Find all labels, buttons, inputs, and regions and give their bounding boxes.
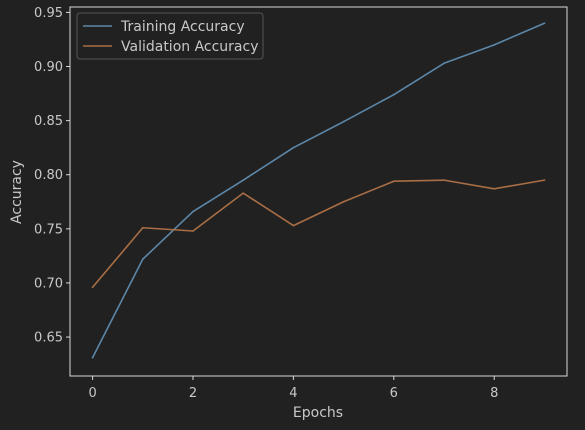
training-accuracy-point bbox=[493, 43, 496, 46]
training-accuracy-point bbox=[292, 146, 295, 149]
y-tick-label: 0.70 bbox=[34, 276, 63, 291]
training-accuracy-point bbox=[392, 93, 395, 96]
validation-accuracy-point bbox=[192, 230, 194, 232]
legend-box bbox=[76, 12, 264, 60]
validation-accuracy-point bbox=[392, 180, 395, 183]
y-tick-label: 0.95 bbox=[34, 6, 63, 21]
validation-accuracy-point bbox=[342, 200, 345, 203]
training-accuracy-point bbox=[242, 179, 245, 182]
validation-accuracy-point bbox=[242, 192, 245, 195]
training-accuracy-point bbox=[192, 210, 194, 213]
x-tick-label: 8 bbox=[490, 386, 498, 401]
x-tick-label: 0 bbox=[88, 386, 96, 401]
training-accuracy-point bbox=[141, 258, 144, 261]
legend: Training Accuracy Validation Accuracy bbox=[76, 12, 264, 60]
x-tick-label: 4 bbox=[289, 386, 297, 401]
training-accuracy-point bbox=[443, 62, 445, 65]
validation-accuracy-point bbox=[91, 286, 94, 289]
validation-accuracy-point bbox=[543, 179, 546, 182]
validation-accuracy-point bbox=[443, 179, 445, 182]
training-accuracy-point bbox=[91, 356, 94, 359]
validation-accuracy-legend-label: Validation Accuracy bbox=[121, 39, 259, 55]
validation-accuracy-point bbox=[292, 224, 295, 227]
x-axis-ticks: 0 2 4 6 8 bbox=[88, 376, 498, 401]
y-tick-label: 0.75 bbox=[34, 222, 63, 237]
data-points bbox=[91, 22, 546, 359]
validation-accuracy-point bbox=[493, 187, 496, 190]
x-tick-label: 2 bbox=[189, 386, 197, 401]
training-accuracy-point bbox=[342, 120, 345, 123]
plot-area bbox=[69, 6, 568, 377]
x-tick-label: 6 bbox=[390, 386, 398, 401]
training-accuracy-legend-label: Training Accuracy bbox=[120, 19, 245, 35]
y-tick-label: 0.90 bbox=[34, 60, 63, 75]
series-lines bbox=[91, 22, 545, 358]
y-tick-label: 0.65 bbox=[34, 331, 63, 346]
training-accuracy-line bbox=[91, 22, 545, 358]
y-tick-label: 0.80 bbox=[34, 168, 63, 183]
y-axis-label: Accuracy bbox=[9, 160, 25, 224]
validation-accuracy-line bbox=[91, 179, 545, 288]
validation-accuracy-point bbox=[141, 226, 144, 229]
training-accuracy-point bbox=[543, 22, 546, 25]
y-tick-label: 0.85 bbox=[34, 114, 63, 129]
y-axis-ticks: 0.65 0.70 0.75 0.80 0.85 0.90 0.95 bbox=[34, 6, 70, 346]
x-axis-label: Epochs bbox=[293, 405, 343, 421]
